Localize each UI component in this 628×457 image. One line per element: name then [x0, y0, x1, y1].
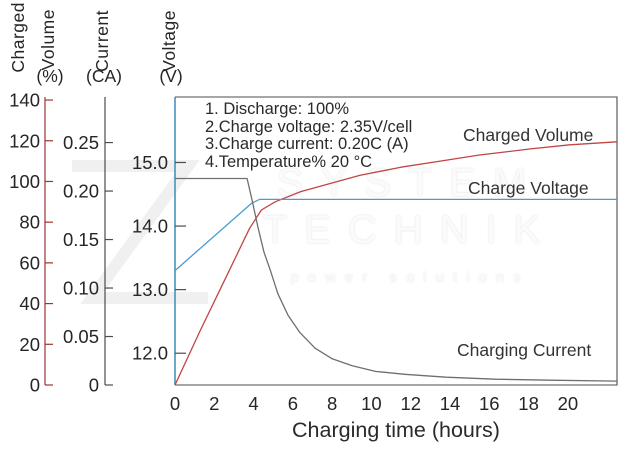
annotation-line: 3.Charge current: 0.20C (A)	[205, 135, 409, 153]
x-tick-label: 10	[361, 393, 382, 414]
x-tick-label: 12	[400, 393, 421, 414]
annotation-line: 2.Charge voltage: 2.35V/cell	[205, 117, 413, 136]
x-tick-label: 14	[440, 393, 461, 414]
series-volume-curve	[174, 141, 618, 386]
volume-tick-label: 100	[9, 171, 40, 192]
axis-unit-v: (V)	[159, 66, 183, 86]
current-tick-label: 0.05	[63, 326, 99, 347]
annotation-line: 1. Discharge: 100%	[205, 100, 349, 118]
x-tick-label: 0	[170, 393, 180, 414]
volume-tick-label: 0	[30, 375, 40, 396]
current-tick-label: 0.10	[63, 278, 99, 299]
plot-border	[175, 96, 618, 386]
current-tick-label: 0.20	[63, 181, 99, 202]
volume-tick-label: 120	[9, 130, 40, 151]
volume-tick-label: 40	[19, 293, 40, 314]
x-tick-label: 4	[248, 393, 258, 414]
charge-voltage-label: Charge Voltage	[468, 178, 589, 198]
x-tick-label: 2	[209, 393, 219, 414]
series-current-curve	[175, 177, 618, 382]
charging-current-label: Charging Current	[457, 340, 592, 360]
voltage-tick-label: 14.0	[132, 216, 168, 237]
series-voltage-curve	[174, 198, 617, 272]
annotation-line: 4.Temperature% 20 °C	[205, 152, 373, 171]
voltage-tick-label: 15.0	[132, 152, 168, 173]
voltage-tick-label: 12.0	[132, 343, 168, 364]
axis-unit-ca: (CA)	[86, 66, 122, 86]
axis-unit-percent: (%)	[36, 66, 64, 86]
x-axis-title: Charging time (hours)	[292, 418, 500, 442]
volume-tick-label: 20	[19, 334, 40, 355]
charged-volume-label: Charged Volume	[463, 125, 594, 145]
volume-tick-label: 80	[19, 212, 40, 233]
current-tick-label: 0.15	[63, 229, 99, 250]
x-tick-label: 6	[288, 393, 298, 414]
x-tick-label: 8	[327, 393, 337, 414]
current-tick-label: 0	[89, 375, 99, 396]
chart-annotations: 1. Discharge: 100% 2.Charge voltage: 2.3…	[205, 100, 413, 171]
x-tick-label: 18	[518, 393, 539, 414]
voltage-tick-label: 13.0	[132, 279, 168, 300]
volume-tick-label: 60	[19, 252, 40, 273]
x-tick-label: 20	[558, 393, 579, 414]
x-tick-label: 16	[479, 393, 500, 414]
current-tick-label: 0.25	[63, 132, 99, 153]
volume-tick-label: 140	[9, 90, 40, 111]
